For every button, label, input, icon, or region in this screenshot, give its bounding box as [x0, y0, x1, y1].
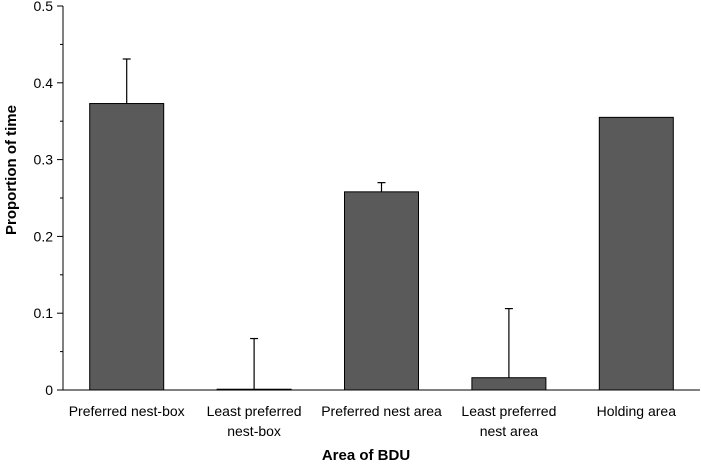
- y-tick-label: 0.5: [34, 0, 54, 14]
- x-tick-labels: Preferred nest-box Least preferred nest-bo…: [69, 403, 676, 439]
- x-tick-label: Preferred nest-box: [69, 403, 185, 419]
- bars: [89, 103, 674, 391]
- y-tick-label: 0.2: [34, 228, 54, 244]
- y-tick-labels: 0 0.1 0.2 0.3 0.4 0.5: [34, 0, 54, 398]
- y-tick-label: 0.1: [34, 305, 54, 321]
- y-tick-label: 0.3: [34, 152, 54, 168]
- x-tick-label: Least preferred: [207, 403, 302, 419]
- bar: [89, 103, 165, 391]
- x-tick-label: Preferred nest area: [321, 403, 442, 419]
- x-tick-label: nest-box: [227, 423, 281, 439]
- y-tick-label: 0.4: [34, 75, 54, 91]
- error-bars: [122, 58, 513, 390]
- bar: [344, 191, 419, 391]
- x-axis-title: Area of BDU: [322, 447, 410, 464]
- y-axis-title: Proportion of time: [3, 105, 20, 235]
- x-tick-label: nest area: [480, 423, 539, 439]
- bar: [598, 116, 674, 391]
- y-tick-label: 0: [45, 382, 53, 398]
- bar: [216, 388, 292, 391]
- x-tick-label: Holding area: [597, 403, 677, 419]
- x-tick-label: Least preferred: [461, 403, 556, 419]
- bar: [471, 377, 547, 391]
